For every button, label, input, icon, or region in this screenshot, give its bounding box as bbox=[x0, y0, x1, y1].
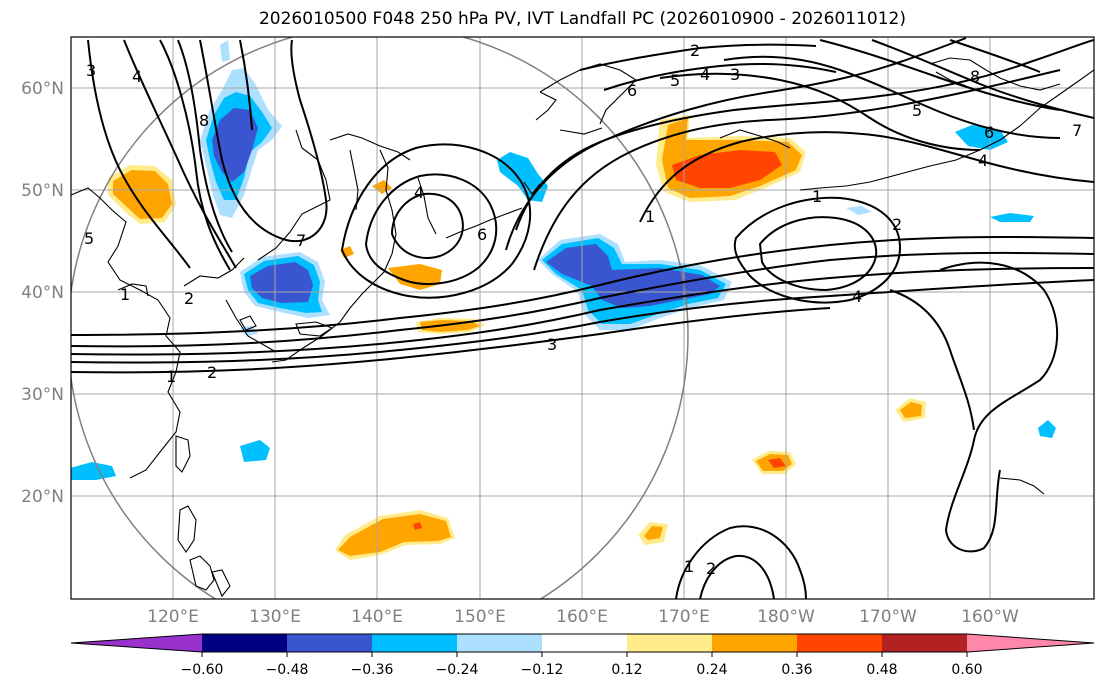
latitude-labels: 60°N 50°N 40°N 30°N 20°N bbox=[21, 79, 64, 507]
contour-label: 1 bbox=[684, 557, 694, 576]
contour-labels: 3 4 8 5 1 2 4 6 7 2 3 4 5 6 5 4 1 2 4 1 … bbox=[84, 41, 1082, 578]
contour-label: 4 bbox=[978, 151, 988, 170]
contour-label: 6 bbox=[984, 123, 994, 142]
map-title: 2026010500 F048 250 hPa PV, IVT Landfall… bbox=[258, 9, 906, 29]
colorbar: −0.60 −0.48 −0.36 −0.24 −0.12 0.12 0.24 … bbox=[70, 633, 1095, 678]
colorbar-tick-label: 0.24 bbox=[696, 662, 727, 678]
longitude-labels: 120°E 130°E 140°E 150°E 160°E 170°E 180°… bbox=[147, 607, 1019, 627]
landfall-radius-circle bbox=[71, 37, 689, 599]
contour-label: 2 bbox=[892, 215, 902, 234]
colorbar-tick-label: 0.48 bbox=[866, 662, 897, 678]
contour-label: 3 bbox=[86, 61, 96, 80]
colorbar-tick-label: 0.60 bbox=[951, 662, 982, 678]
contour-label: 7 bbox=[296, 231, 306, 250]
colorbar-extend-high bbox=[967, 634, 1094, 652]
map-frame bbox=[70, 36, 1095, 600]
negative-anomaly-area bbox=[240, 440, 270, 462]
colorbar-tick-label: −0.24 bbox=[436, 662, 479, 678]
contour-label: 2 bbox=[690, 41, 700, 60]
contour-label: 1 bbox=[645, 207, 655, 226]
lat-label-40n: 40°N bbox=[21, 283, 64, 303]
colorbar-segment bbox=[882, 634, 967, 652]
contour-label: 5 bbox=[84, 229, 94, 248]
colorbar-segment bbox=[712, 634, 797, 652]
positive-anomaly-area bbox=[768, 458, 786, 468]
contour-label: 5 bbox=[670, 71, 680, 90]
contour-label: 6 bbox=[627, 81, 637, 100]
contour-label: 1 bbox=[166, 367, 176, 386]
colorbar-segment bbox=[797, 634, 882, 652]
contour-label: 7 bbox=[1072, 121, 1082, 140]
lon-label-170w: 170°W bbox=[859, 607, 917, 627]
lon-label-150e: 150°E bbox=[454, 607, 506, 627]
lon-label-160w: 160°W bbox=[961, 607, 1019, 627]
lon-label-170e: 170°E bbox=[658, 607, 710, 627]
contour-label: 4 bbox=[700, 65, 710, 84]
negative-anomaly-area bbox=[955, 125, 1008, 150]
contour-label: 4 bbox=[132, 67, 142, 86]
colorbar-tick-label: −0.48 bbox=[266, 662, 309, 678]
contour-label: 8 bbox=[199, 111, 209, 130]
lat-label-50n: 50°N bbox=[21, 181, 64, 201]
contour-label: 3 bbox=[547, 335, 557, 354]
contour-label: 6 bbox=[477, 225, 487, 244]
colorbar-segment bbox=[542, 634, 627, 652]
contour-label: 3 bbox=[730, 65, 740, 84]
negative-anomaly-area bbox=[846, 206, 872, 215]
contour-label: 1 bbox=[120, 285, 130, 304]
contour-label: 5 bbox=[912, 101, 922, 120]
lat-label-30n: 30°N bbox=[21, 385, 64, 405]
contour-label: 4 bbox=[414, 183, 424, 202]
positive-anomaly-area bbox=[413, 522, 422, 530]
contour-label: 4 bbox=[852, 287, 862, 306]
colorbar-tick-label: −0.60 bbox=[181, 662, 224, 678]
negative-anomaly-area bbox=[1038, 420, 1056, 438]
positive-anomaly-area bbox=[338, 514, 451, 556]
colorbar-segment bbox=[457, 634, 542, 652]
colorbar-segment bbox=[372, 634, 457, 652]
positive-anomaly-area bbox=[672, 150, 782, 188]
negative-anomaly-area bbox=[990, 213, 1034, 222]
lon-label-160e: 160°E bbox=[556, 607, 608, 627]
colorbar-extend-low bbox=[71, 634, 202, 652]
graticule bbox=[71, 37, 1094, 599]
colorbar-tick-label: −0.36 bbox=[351, 662, 394, 678]
lon-label-180w: 180°W bbox=[757, 607, 815, 627]
colorbar-segment bbox=[287, 634, 372, 652]
lon-label-130e: 130°E bbox=[249, 607, 301, 627]
lon-label-120e: 120°E bbox=[147, 607, 199, 627]
contour-label: 1 bbox=[812, 187, 822, 206]
contour-label: 2 bbox=[706, 559, 716, 578]
colorbar-tick-label: 0.12 bbox=[611, 662, 642, 678]
lat-label-60n: 60°N bbox=[21, 79, 64, 99]
colorbar-segment bbox=[202, 634, 287, 652]
colorbar-tick-label: −0.12 bbox=[521, 662, 564, 678]
colorbar-tick-label: 0.36 bbox=[781, 662, 812, 678]
negative-anomaly-area bbox=[220, 40, 230, 62]
negative-anomaly-area bbox=[71, 462, 116, 480]
positive-anomaly-area bbox=[900, 402, 922, 418]
negative-anomaly-area bbox=[250, 262, 313, 303]
lat-label-20n: 20°N bbox=[21, 487, 64, 507]
colorbar-segment bbox=[627, 634, 712, 652]
contour-label: 2 bbox=[207, 363, 217, 382]
positive-anomaly-area bbox=[644, 526, 663, 540]
contour-label: 2 bbox=[184, 289, 194, 308]
contour-label: 8 bbox=[970, 67, 980, 86]
lon-label-140e: 140°E bbox=[351, 607, 403, 627]
ivt-contours bbox=[71, 37, 1094, 599]
